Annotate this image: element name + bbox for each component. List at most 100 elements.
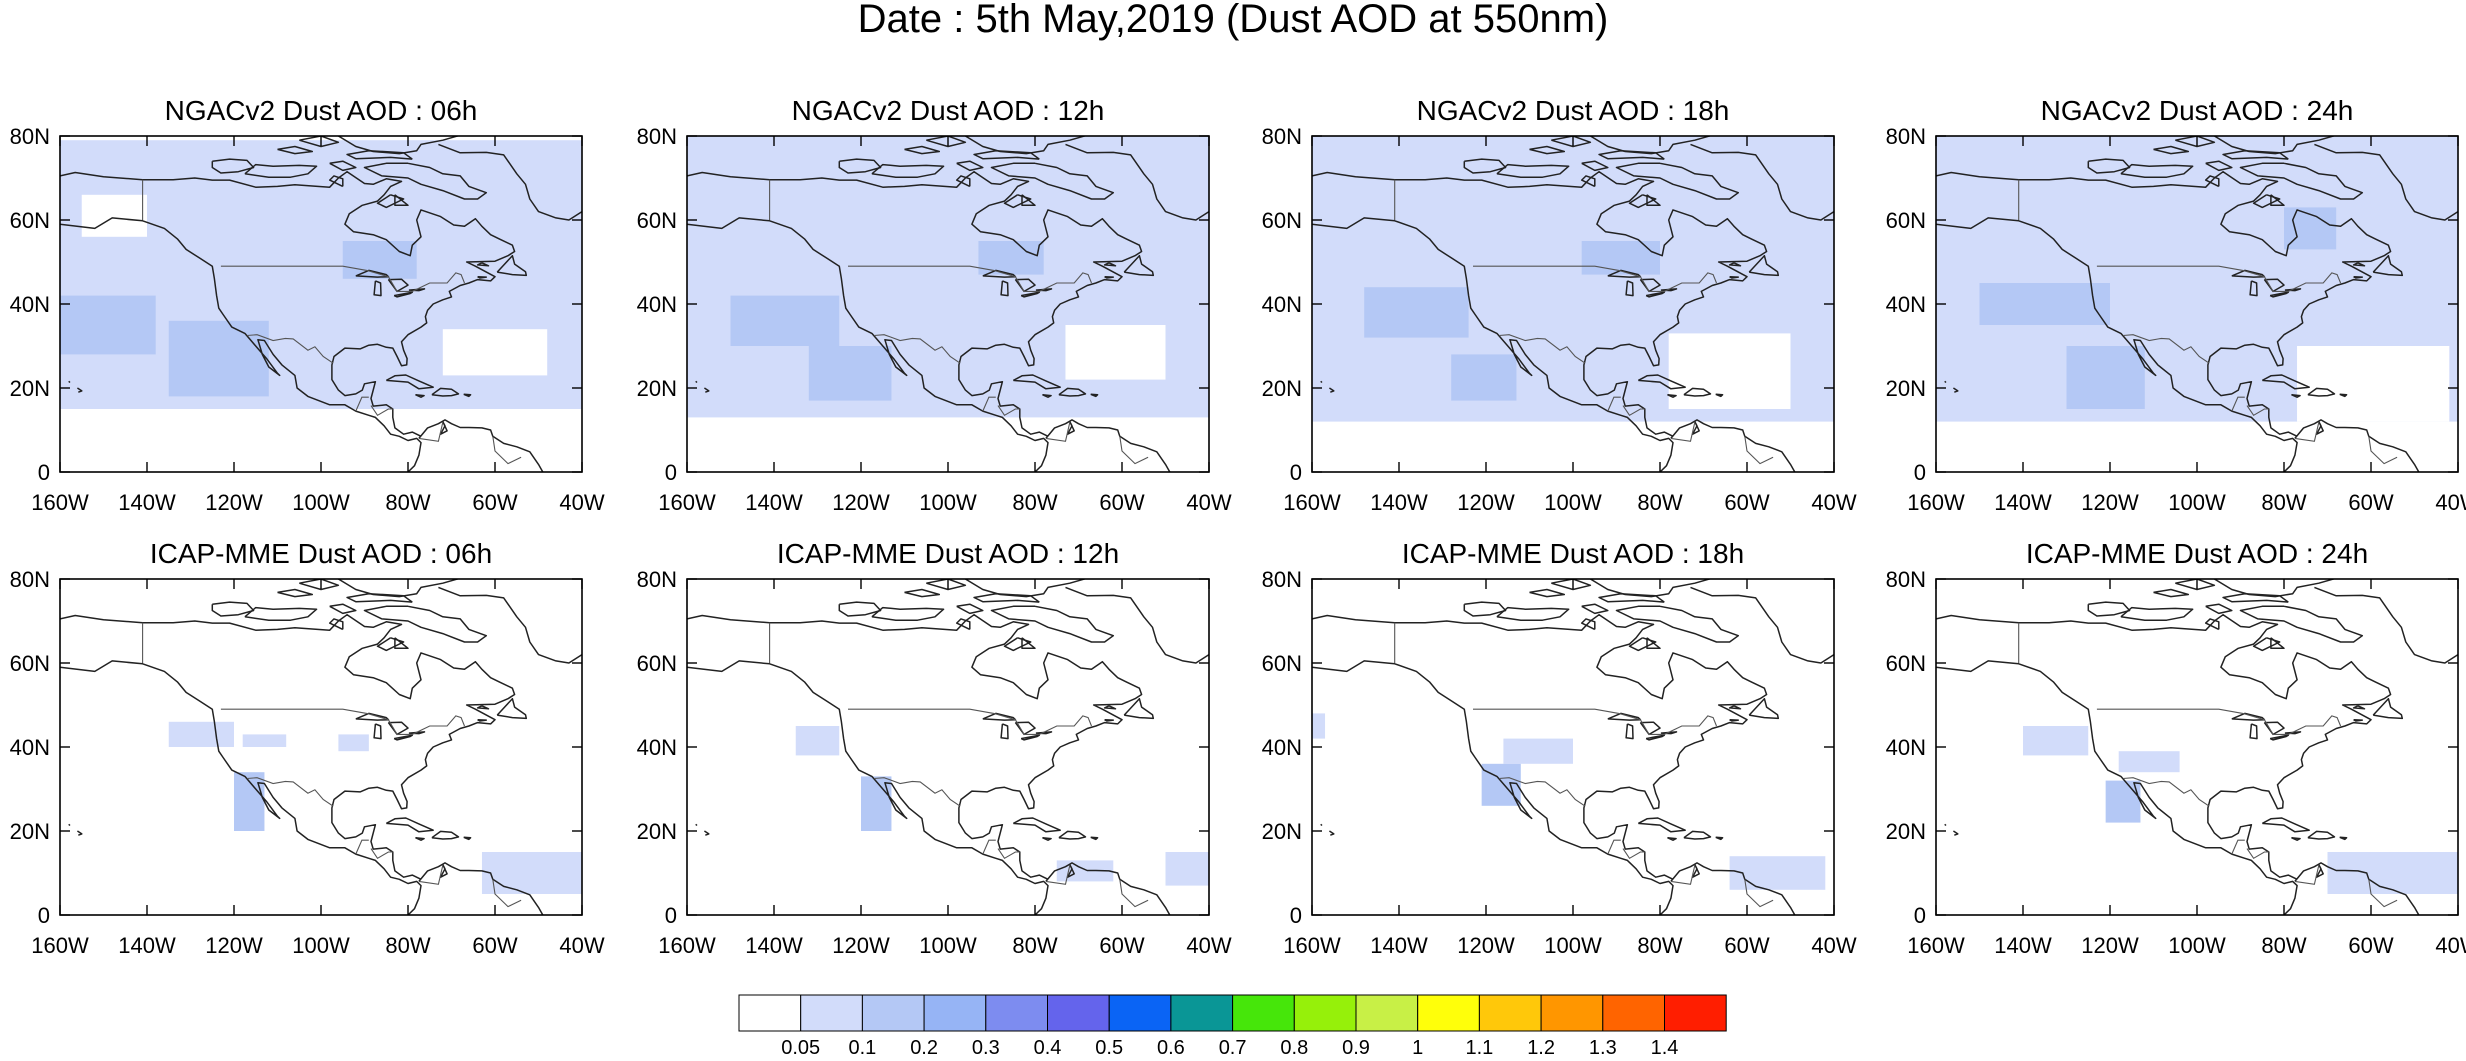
lat-tick-label: 0 [1290, 460, 1302, 485]
lon-tick-label: 120W [832, 490, 890, 515]
coastline [2269, 291, 2290, 298]
country-border [418, 422, 444, 442]
lat-tick-label: 20N [1262, 376, 1302, 401]
coastline [703, 387, 710, 393]
coastline [2270, 637, 2285, 650]
colorbar-label: 0.8 [1280, 1037, 1308, 1056]
country-border [997, 405, 1020, 417]
aod-field-region [2297, 346, 2450, 422]
coastline [418, 419, 544, 472]
coastline [329, 603, 357, 615]
country-border [873, 777, 961, 807]
coastline [838, 158, 882, 174]
lat-tick-label: 80N [1886, 567, 1926, 592]
lat-tick-label: 80N [10, 124, 50, 149]
map-body [1312, 579, 1834, 915]
panel-title: ICAP-MME Dust AOD : 06h [150, 538, 492, 569]
coastline [703, 830, 710, 836]
map-body [1312, 136, 1834, 472]
lon-tick-label: 40W [559, 490, 604, 515]
coastline [1936, 170, 2392, 437]
coastline [329, 160, 357, 172]
panel-title: NGACv2 Dust AOD : 06h [165, 95, 478, 126]
lat-tick-label: 40N [637, 735, 677, 760]
coastline [363, 605, 488, 643]
coastline [1104, 718, 1115, 722]
coastline [2291, 836, 2301, 841]
colorbar-box [1293, 994, 1357, 1032]
coastline [1312, 613, 1768, 880]
coastline [76, 830, 83, 836]
coastline [1000, 723, 1009, 740]
aod-field-region [1979, 283, 2110, 325]
coastline [695, 380, 698, 384]
coastline [76, 387, 83, 393]
coastline [277, 588, 314, 598]
coastline [496, 697, 528, 720]
aod-field-region [338, 734, 369, 752]
coastline [1012, 374, 1061, 390]
coastline [1021, 194, 1036, 207]
coastline [2353, 275, 2364, 279]
country-border [2231, 396, 2245, 412]
coastline [2231, 712, 2266, 721]
country-border [2368, 879, 2398, 908]
colorbar-label: 1 [1412, 1037, 1423, 1056]
lat-tick-label: 80N [637, 124, 677, 149]
country-border [1744, 436, 1774, 465]
panel-title: NGACv2 Dust AOD : 12h [792, 95, 1105, 126]
lon-tick-label: 60W [1724, 490, 1769, 515]
country-border [982, 396, 996, 412]
map-body [1936, 579, 2458, 915]
coastline [1020, 291, 1041, 298]
coastline [2372, 697, 2404, 720]
map-body [687, 579, 1209, 915]
coastline [2087, 158, 2131, 174]
coastline [1090, 393, 1099, 398]
coastline [990, 162, 1115, 200]
coastline [355, 269, 390, 278]
coastline [1936, 613, 2392, 880]
map-body [687, 136, 1209, 472]
coastline [1670, 862, 1796, 915]
country-border [370, 405, 393, 417]
country-border [2294, 865, 2320, 885]
country-border [1498, 777, 1586, 807]
country-border [2368, 436, 2398, 465]
map-panels: NGACv2 Dust AOD : 06h 0 20N 40N 60N 80N 160W 14… [10, 95, 2466, 958]
coastline [687, 217, 1049, 472]
coastline [415, 836, 425, 841]
lon-tick-label: 100W [1544, 933, 1602, 958]
panel-title: NGACv2 Dust AOD : 18h [1417, 95, 1730, 126]
panel-title: NGACv2 Dust AOD : 24h [2041, 95, 2354, 126]
lat-tick-label: 60N [637, 651, 677, 676]
colorbar-box [1047, 994, 1110, 1032]
lon-tick-label: 100W [1544, 490, 1602, 515]
lon-tick-label: 140W [118, 933, 176, 958]
lon-tick-label: 140W [745, 933, 803, 958]
lon-tick-label: 60W [1099, 490, 1144, 515]
lon-tick-label: 80W [1012, 490, 1057, 515]
coastline [1944, 823, 1947, 827]
map-body [1936, 136, 2458, 472]
country-border [220, 708, 466, 735]
coastline [2339, 836, 2348, 841]
coastline [982, 712, 1017, 721]
coastline [1058, 830, 1087, 840]
lon-tick-label: 100W [2168, 933, 2226, 958]
colorbar-box [1170, 994, 1234, 1032]
country-border [246, 777, 334, 807]
figure-title: Date : 5th May,2019 (Dust AOD at 550nm) [858, 0, 1609, 41]
lat-tick-label: 40N [1886, 735, 1926, 760]
country-border [246, 334, 334, 364]
coastline [1615, 605, 1740, 643]
lon-tick-label: 80W [1637, 490, 1682, 515]
coastline [463, 836, 472, 841]
lon-tick-label: 120W [832, 933, 890, 958]
aod-field-region [730, 295, 840, 346]
coastline [1637, 817, 1686, 833]
lon-tick-label: 140W [1370, 490, 1428, 515]
country-border [418, 865, 444, 885]
lon-tick-label: 80W [385, 933, 430, 958]
coastline [2231, 269, 2266, 278]
